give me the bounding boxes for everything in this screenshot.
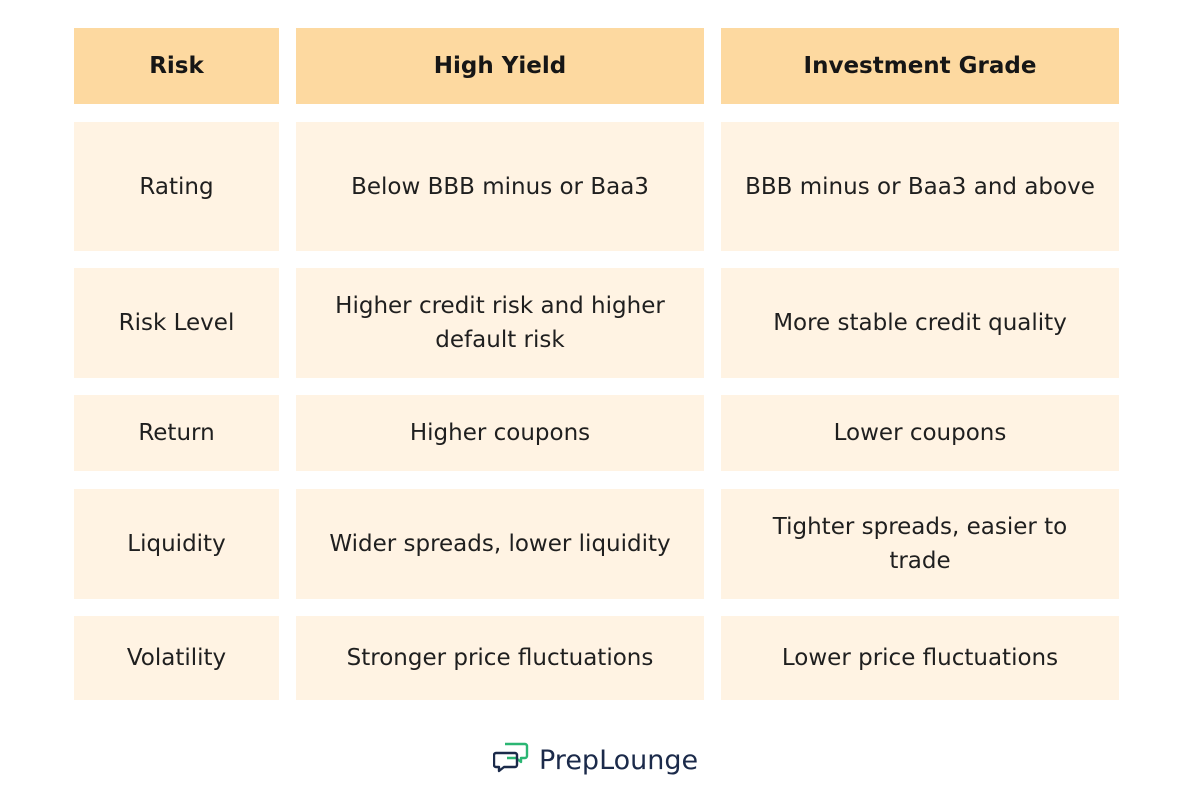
cell-investment-grade-volatility: Lower price fluctuations	[721, 616, 1119, 700]
cell-high-yield-return: Higher coupons	[296, 395, 704, 471]
row-label-liquidity: Liquidity	[74, 489, 279, 599]
cell-investment-grade-liquidity: Tighter spreads, easier to trade	[721, 489, 1119, 599]
cell-investment-grade-rating: BBB minus or Baa3 and above	[721, 122, 1119, 251]
row-label-volatility: Volatility	[74, 616, 279, 700]
cell-high-yield-liquidity: Wider spreads, lower liquidity	[296, 489, 704, 599]
cell-investment-grade-return: Lower coupons	[721, 395, 1119, 471]
row-label-rating: Rating	[74, 122, 279, 251]
logo-text: PrepLounge	[539, 744, 699, 776]
row-label-risk-level: Risk Level	[74, 268, 279, 378]
header-risk: Risk	[74, 28, 279, 104]
header-high-yield: High Yield	[296, 28, 704, 104]
cell-high-yield-volatility: Stronger price fluctuations	[296, 616, 704, 700]
row-label-return: Return	[74, 395, 279, 471]
chat-bubbles-icon	[492, 742, 529, 778]
header-investment-grade: Investment Grade	[721, 28, 1119, 104]
cell-high-yield-rating: Below BBB minus or Baa3	[296, 122, 704, 251]
cell-high-yield-risk-level: Higher credit risk and higher default ri…	[296, 268, 704, 378]
cell-investment-grade-risk-level: More stable credit quality	[721, 268, 1119, 378]
preplounge-logo: PrepLounge	[492, 742, 699, 778]
